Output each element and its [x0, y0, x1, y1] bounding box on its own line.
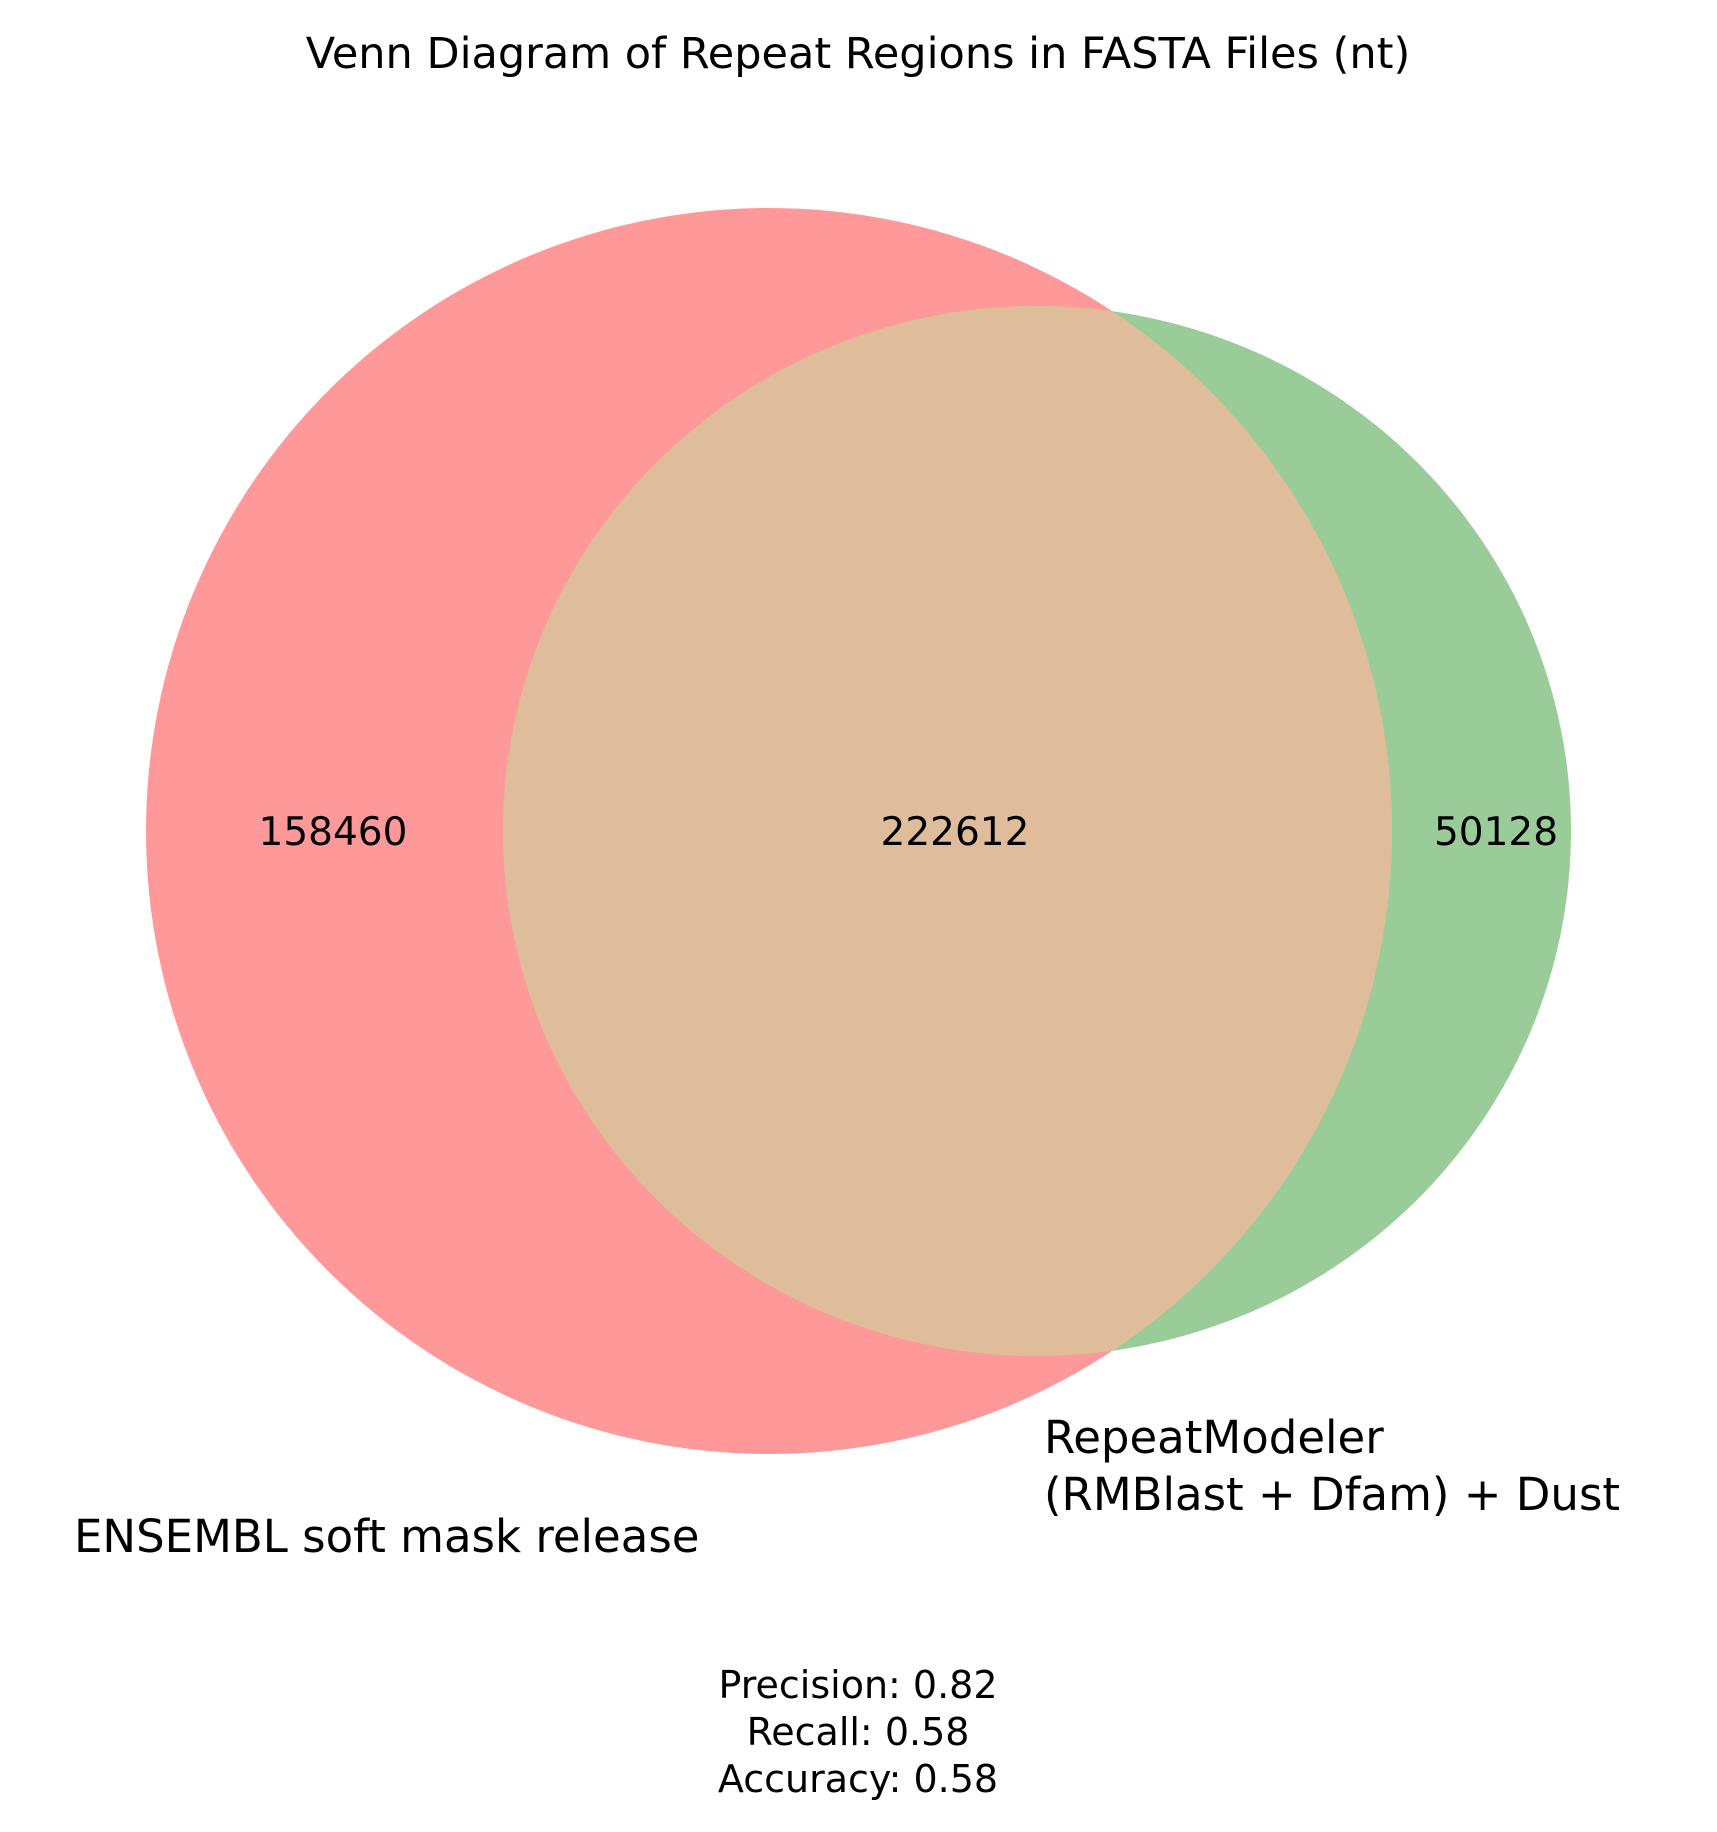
recall-metric: Recall: 0.58 — [747, 1710, 970, 1754]
set-b-label-line-2: (RMBlast + Dfam) + Dust — [1044, 1468, 1620, 1521]
precision-metric: Precision: 0.82 — [718, 1663, 997, 1707]
set-b-label-line-1: RepeatModeler — [1044, 1411, 1384, 1464]
diagram-title: Venn Diagram of Repeat Regions in FASTA … — [306, 29, 1410, 79]
overlap-region — [503, 306, 1392, 1356]
accuracy-metric: Accuracy: 0.58 — [718, 1757, 998, 1801]
overlap-count: 222612 — [881, 810, 1030, 855]
only-a-count: 158460 — [259, 810, 408, 855]
only-b-count: 50128 — [1434, 810, 1558, 855]
set-a-label: ENSEMBL soft mask release — [74, 1510, 699, 1563]
